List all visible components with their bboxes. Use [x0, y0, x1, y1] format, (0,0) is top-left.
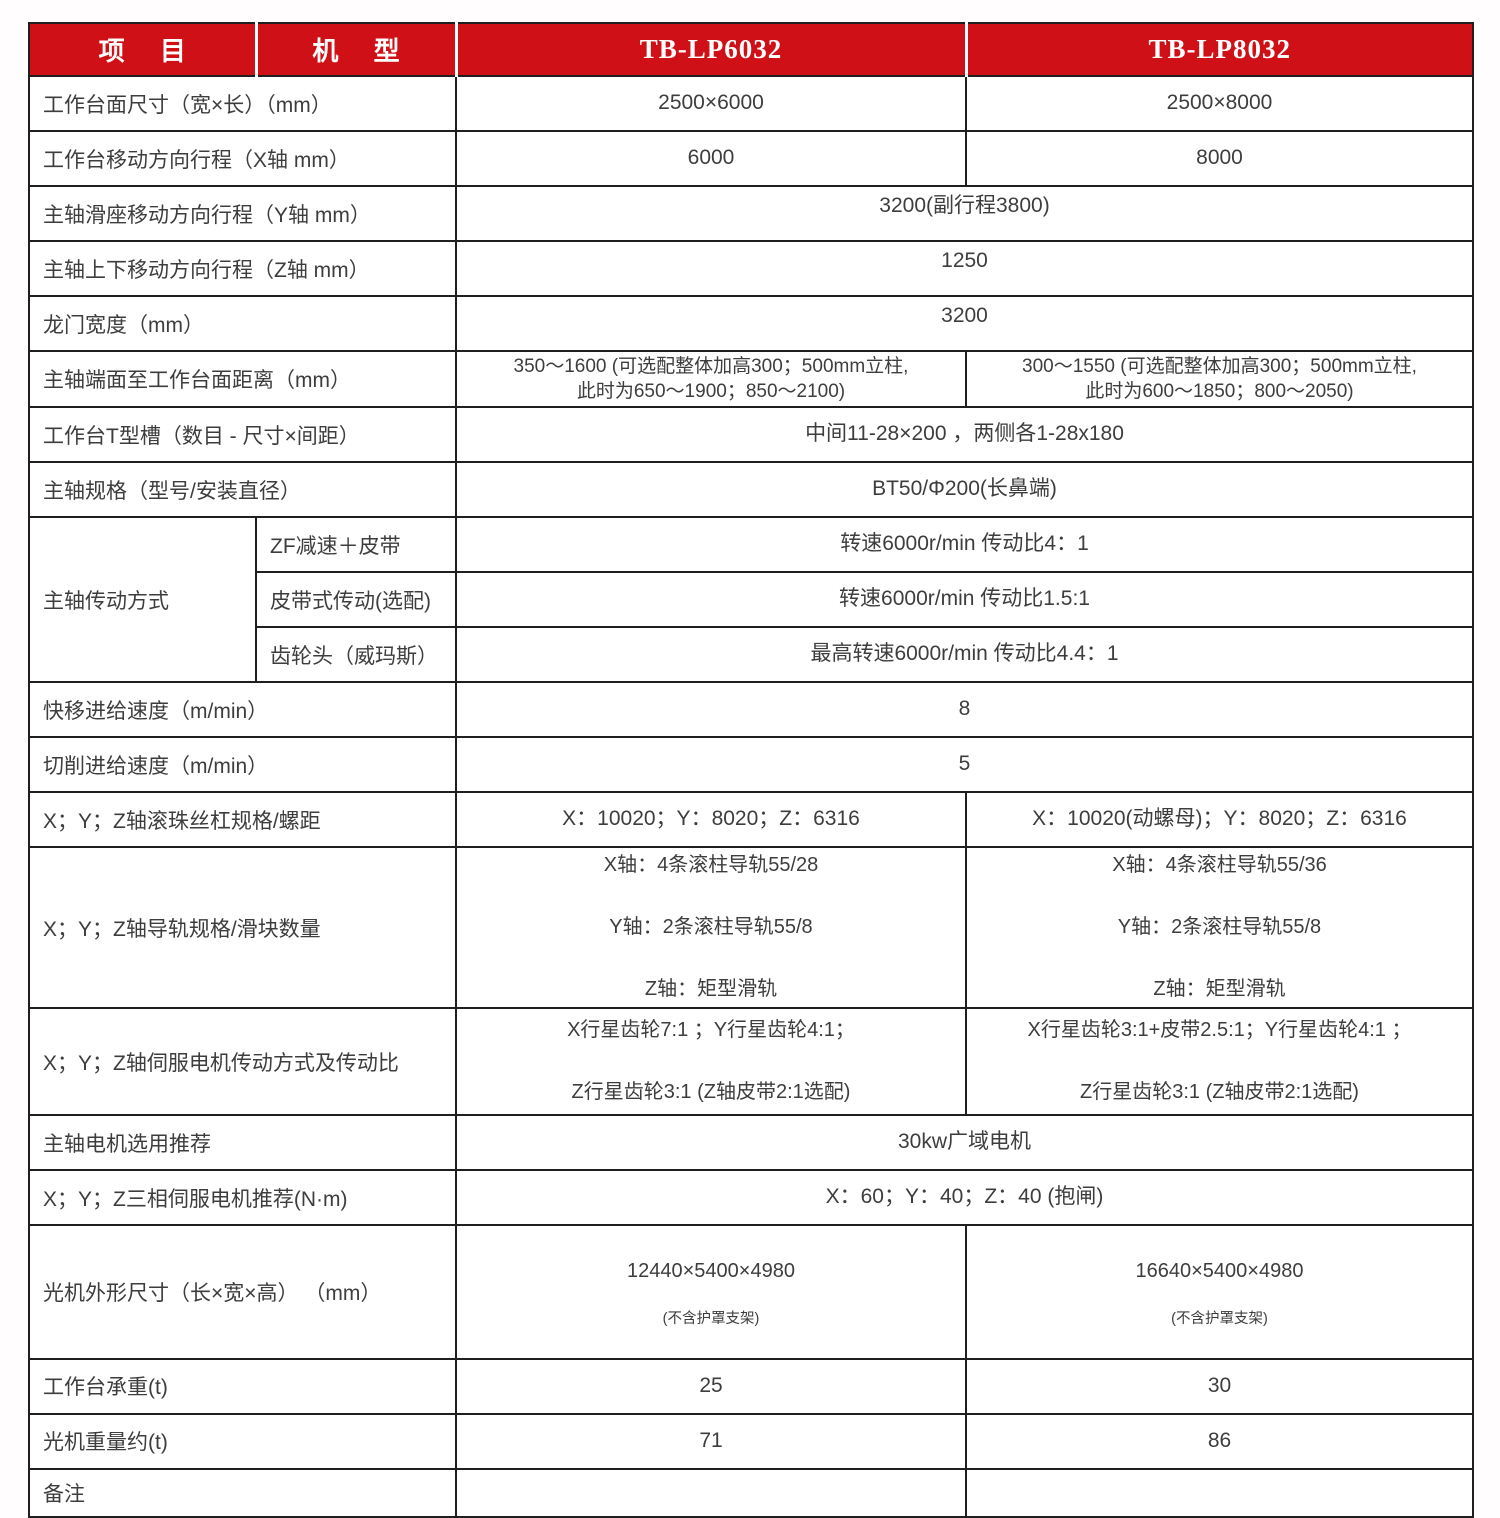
spindle-spec-label: 主轴规格（型号/安装直径） [28, 461, 457, 519]
machine-size-b: 16640×5400×4980 (不含护罩支架) [965, 1224, 1474, 1360]
table-load-b: 30 [965, 1357, 1474, 1415]
travel-y-value: 3200(副行程3800) [455, 185, 1474, 242]
row-gantry-width: 龙门宽度（mm） 3200 [28, 295, 1474, 352]
row-ballscrew: X；Y；Z轴滚珠丝杠规格/螺距 X：10020；Y：8020；Z：6316 X：… [28, 791, 1474, 849]
spindle-drive-1-value: 转速6000r/min 传动比4：1 [455, 516, 1474, 574]
machine-weight-label: 光机重量约(t) [28, 1412, 457, 1470]
machine-size-b-main: 16640×5400×4980 [1135, 1259, 1304, 1282]
row-machine-size: 光机外形尺寸（长×宽×高） （mm） 12440×5400×4980 (不含护罩… [28, 1224, 1474, 1360]
row-spindle-to-table: 主轴端面至工作台面距离（mm） 350～1600 (可选配整体加高300；500… [28, 349, 1474, 409]
row-spindle-drive-3: 齿轮头（威玛斯） 最高转速6000r/min 传动比4.4：1 [29, 626, 1474, 684]
spindle-to-table-label: 主轴端面至工作台面距离（mm） [28, 349, 457, 409]
travel-x-b: 8000 [965, 130, 1474, 187]
row-spindle-motor: 主轴电机选用推荐 30kw广域电机 [28, 1114, 1474, 1172]
machine-size-label: 光机外形尺寸（长×宽×高） （mm） [28, 1224, 457, 1360]
spindle-drive-1-name: ZF减速＋皮带 [255, 516, 457, 574]
row-worktable-size: 工作台面尺寸（宽×长）（mm） 2500×6000 2500×8000 [28, 75, 1474, 132]
travel-x-label: 工作台移动方向行程（X轴 mm） [28, 130, 457, 187]
guide-rail-a: X轴：4条滚柱导轨55/28 Y轴：2条滚柱导轨55/8 Z轴：矩型滑轨 [455, 846, 967, 1010]
worktable-size-a: 2500×6000 [455, 75, 967, 132]
row-spindle-spec: 主轴规格（型号/安装直径） BT50/Φ200(长鼻端) [28, 461, 1474, 519]
row-remarks: 备注 [28, 1467, 1474, 1518]
spindle-to-table-b: 300～1550 (可选配整体加高300；500mm立柱, 此时为600～185… [965, 349, 1474, 409]
ballscrew-label: X；Y；Z轴滚珠丝杠规格/螺距 [28, 791, 457, 849]
guide-rail-label: X；Y；Z轴导轨规格/滑块数量 [28, 846, 457, 1010]
servo-torque-label: X；Y；Z三相伺服电机推荐(N·m) [28, 1169, 457, 1227]
row-spindle-drive-2: 皮带式传动(选配) 转速6000r/min 传动比1.5:1 [29, 571, 1474, 629]
spindle-drive-2-name: 皮带式传动(选配) [255, 571, 457, 629]
machine-weight-b: 86 [965, 1412, 1474, 1470]
spec-table: 项 目 机 型 TB-LP6032 TB-LP8032 工作台面尺寸（宽×长）（… [28, 22, 1474, 1518]
machine-weight-a: 71 [455, 1412, 967, 1470]
worktable-size-label: 工作台面尺寸（宽×长）（mm） [28, 75, 457, 132]
row-t-slot: 工作台T型槽（数目 - 尺寸×间距） 中间11-28×200 ，两侧各1-28x… [28, 406, 1474, 464]
table-load-a: 25 [455, 1357, 967, 1415]
header-item-label: 项 目 [28, 22, 257, 77]
travel-z-label: 主轴上下移动方向行程（Z轴 mm） [28, 240, 457, 297]
spindle-motor-value: 30kw广域电机 [455, 1114, 1474, 1172]
worktable-size-b: 2500×8000 [965, 75, 1474, 132]
row-guide-rail: X；Y；Z轴导轨规格/滑块数量 X轴：4条滚柱导轨55/28 Y轴：2条滚柱导轨… [28, 846, 1474, 1010]
row-travel-z: 主轴上下移动方向行程（Z轴 mm） 1250 [28, 240, 1474, 297]
guide-rail-b: X轴：4条滚柱导轨55/36 Y轴：2条滚柱导轨55/8 Z轴：矩型滑轨 [965, 846, 1474, 1010]
row-rapid-feed: 快移进给速度（m/min） 8 [28, 681, 1474, 739]
spindle-to-table-a: 350～1600 (可选配整体加高300；500mm立柱, 此时为650～190… [455, 349, 967, 409]
t-slot-label: 工作台T型槽（数目 - 尺寸×间距） [28, 406, 457, 464]
spindle-drive-3-name: 齿轮头（威玛斯） [255, 626, 457, 684]
machine-size-a-main: 12440×5400×4980 [627, 1259, 795, 1282]
spindle-spec-value: BT50/Φ200(长鼻端) [455, 461, 1474, 519]
servo-torque-value: X：60；Y：40；Z：40 (抱闸) [455, 1169, 1474, 1227]
cutting-feed-label: 切削进给速度（m/min） [28, 736, 457, 794]
remarks-a [455, 1467, 967, 1518]
row-servo-drive: X；Y；Z轴伺服电机传动方式及传动比 X行星齿轮7:1 ；Y行星齿轮4:1； Z… [28, 1007, 1474, 1117]
remarks-b [965, 1467, 1474, 1518]
gantry-width-label: 龙门宽度（mm） [28, 295, 457, 352]
header-model-b: TB-LP8032 [964, 22, 1474, 77]
row-table-load: 工作台承重(t) 25 30 [28, 1357, 1474, 1415]
travel-y-label: 主轴滑座移动方向行程（Y轴 mm） [28, 185, 457, 242]
ballscrew-b: X：10020(动螺母)；Y：8020；Z：6316 [965, 791, 1474, 849]
rapid-feed-value: 8 [455, 681, 1474, 739]
machine-size-b-note: (不含护罩支架) [1171, 1310, 1268, 1327]
cutting-feed-value: 5 [455, 736, 1474, 794]
travel-z-value: 1250 [455, 240, 1474, 297]
row-spindle-drive-1: 主轴传动方式 ZF减速＋皮带 转速6000r/min 传动比4：1 [28, 516, 1474, 684]
spindle-drive-group-label: 主轴传动方式 [28, 516, 257, 684]
table-load-label: 工作台承重(t) [28, 1357, 457, 1415]
spindle-drive-2-value: 转速6000r/min 传动比1.5:1 [455, 571, 1474, 629]
gantry-width-value: 3200 [455, 295, 1474, 352]
header-row: 项 目 机 型 TB-LP6032 TB-LP8032 [28, 22, 1474, 77]
header-model-label: 机 型 [254, 22, 457, 77]
servo-drive-a: X行星齿轮7:1 ；Y行星齿轮4:1； Z行星齿轮3:1 (Z轴皮带2:1选配) [455, 1007, 967, 1117]
machine-size-a: 12440×5400×4980 (不含护罩支架) [455, 1224, 967, 1360]
rapid-feed-label: 快移进给速度（m/min） [28, 681, 457, 739]
row-travel-y: 主轴滑座移动方向行程（Y轴 mm） 3200(副行程3800) [28, 185, 1474, 242]
ballscrew-a: X：10020；Y：8020；Z：6316 [455, 791, 967, 849]
row-cutting-feed: 切削进给速度（m/min） 5 [28, 736, 1474, 794]
servo-drive-b: X行星齿轮3:1+皮带2.5:1；Y行星齿轮4:1 ； Z行星齿轮3:1 (Z轴… [965, 1007, 1474, 1117]
spindle-motor-label: 主轴电机选用推荐 [28, 1114, 457, 1172]
t-slot-value: 中间11-28×200 ，两侧各1-28x180 [455, 406, 1474, 464]
spindle-drive-3-value: 最高转速6000r/min 传动比4.4：1 [455, 626, 1474, 684]
machine-size-a-note: (不含护罩支架) [662, 1310, 760, 1327]
travel-x-a: 6000 [455, 130, 967, 187]
servo-drive-label: X；Y；Z轴伺服电机传动方式及传动比 [28, 1007, 457, 1117]
header-model-a: TB-LP6032 [454, 22, 967, 77]
row-travel-x: 工作台移动方向行程（X轴 mm） 6000 8000 [28, 130, 1474, 187]
row-servo-torque: X；Y；Z三相伺服电机推荐(N·m) X：60；Y：40；Z：40 (抱闸) [28, 1169, 1474, 1227]
remarks-label: 备注 [28, 1467, 457, 1518]
row-machine-weight: 光机重量约(t) 71 86 [28, 1412, 1474, 1470]
